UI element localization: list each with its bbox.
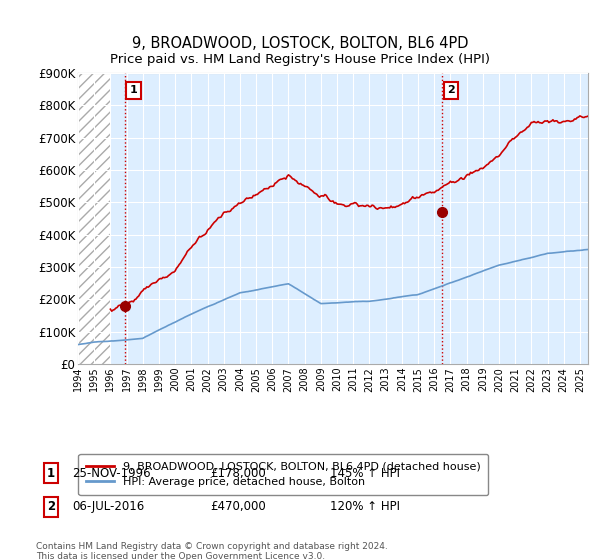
Text: £178,000: £178,000: [210, 466, 266, 480]
Text: £470,000: £470,000: [210, 500, 266, 514]
Text: 25-NOV-1996: 25-NOV-1996: [72, 466, 151, 480]
Text: 9, BROADWOOD, LOSTOCK, BOLTON, BL6 4PD: 9, BROADWOOD, LOSTOCK, BOLTON, BL6 4PD: [132, 36, 468, 52]
Text: Price paid vs. HM Land Registry's House Price Index (HPI): Price paid vs. HM Land Registry's House …: [110, 53, 490, 66]
Text: 1: 1: [130, 85, 137, 95]
Text: 1: 1: [47, 466, 55, 480]
Text: 120% ↑ HPI: 120% ↑ HPI: [330, 500, 400, 514]
Text: Contains HM Land Registry data © Crown copyright and database right 2024.
This d: Contains HM Land Registry data © Crown c…: [36, 542, 388, 560]
Legend: 9, BROADWOOD, LOSTOCK, BOLTON, BL6 4PD (detached house), HPI: Average price, det: 9, BROADWOOD, LOSTOCK, BOLTON, BL6 4PD (…: [79, 454, 488, 495]
Text: 145% ↑ HPI: 145% ↑ HPI: [330, 466, 400, 480]
Text: 2: 2: [47, 500, 55, 514]
Text: 2: 2: [447, 85, 455, 95]
Text: 06-JUL-2016: 06-JUL-2016: [72, 500, 144, 514]
